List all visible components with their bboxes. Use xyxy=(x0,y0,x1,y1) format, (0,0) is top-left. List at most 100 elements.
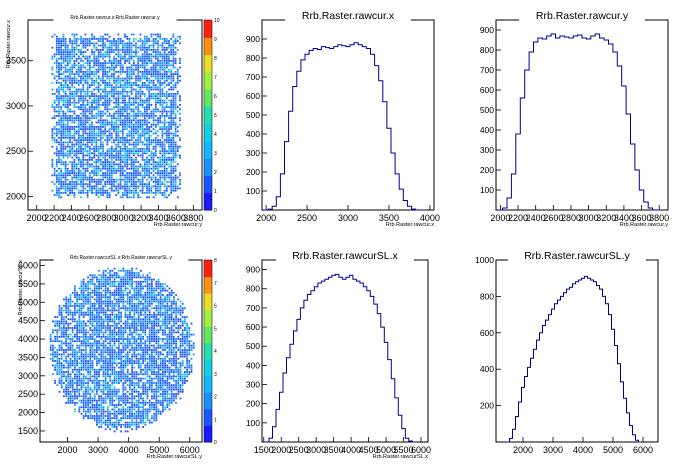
chart-1-cell xyxy=(126,42,129,45)
chart-1-cell xyxy=(80,95,82,97)
chart-1-cell xyxy=(93,62,96,64)
chart-4-cell xyxy=(107,342,109,345)
chart-1-cell xyxy=(71,97,74,100)
chart-4-cell xyxy=(96,331,98,334)
chart-1-cell xyxy=(113,108,115,111)
chart-4-cell xyxy=(124,329,127,332)
chart-4-cell xyxy=(98,324,100,327)
chart-1-cell xyxy=(119,141,122,144)
chart-1-cell xyxy=(146,86,148,89)
chart-1-cell xyxy=(130,42,133,45)
chart-1-cell xyxy=(106,141,109,144)
chart-1-cell xyxy=(126,176,129,179)
chart-4-cell xyxy=(85,283,87,285)
chart-4-cell xyxy=(164,338,166,340)
chart-1-cell xyxy=(148,77,151,80)
chart-1-cell xyxy=(143,68,146,71)
chart-1-cell xyxy=(137,51,140,53)
chart-4-cell xyxy=(153,349,155,351)
chart-4-cell xyxy=(118,316,120,318)
chart-1-cell xyxy=(124,183,126,185)
chart-4-cell xyxy=(162,289,164,292)
chart-4-cell xyxy=(91,324,94,327)
chart-1-cell xyxy=(64,79,67,82)
chart-4-cell xyxy=(100,305,103,307)
chart-4-cell xyxy=(82,340,85,343)
chart-1-cell xyxy=(174,66,177,69)
chart-4-cell xyxy=(137,283,140,285)
chart-4-cell xyxy=(166,309,169,312)
chart-4-cell xyxy=(71,331,74,334)
chart-1-colorbar-seg xyxy=(204,192,212,211)
chart-4-cell xyxy=(87,338,89,340)
chart-4-cell xyxy=(164,300,166,303)
chart-1-cell xyxy=(159,55,162,58)
chart-4-cell xyxy=(109,300,111,303)
chart-1-cell xyxy=(73,126,76,128)
chart-1-cell xyxy=(121,68,124,71)
chart-4-cell xyxy=(166,311,169,314)
chart-1-cell xyxy=(75,178,78,181)
chart-1-cell xyxy=(88,110,91,113)
chart-1-cell xyxy=(119,106,122,108)
chart-4-cell xyxy=(69,298,72,301)
chart-4-cell xyxy=(78,302,81,305)
chart-1-cell xyxy=(62,60,65,62)
chart-4-cell xyxy=(85,285,87,288)
chart-1-cell xyxy=(106,152,109,155)
chart-1-cell xyxy=(75,71,78,73)
chart-1-cell xyxy=(84,176,87,179)
chart-4-cell xyxy=(107,278,109,281)
chart-1-cell xyxy=(154,97,157,100)
chart-4-cell xyxy=(155,324,158,327)
chart-1-cell xyxy=(82,156,85,159)
chart-1-cell xyxy=(88,141,91,144)
chart-1-cell xyxy=(132,97,135,100)
chart-4-cell xyxy=(162,331,164,334)
chart-1-cell xyxy=(174,40,177,42)
chart-1-cell xyxy=(163,55,166,58)
chart-1-cell xyxy=(53,53,56,56)
chart-1-cell xyxy=(141,66,144,69)
chart-1-cell xyxy=(154,130,157,133)
chart-1-cell xyxy=(95,143,98,146)
chart-4-cell xyxy=(74,311,76,314)
chart-1-cell xyxy=(163,75,166,78)
chart-1-cell xyxy=(143,51,146,53)
chart-4-cell xyxy=(78,307,81,310)
chart-1-cell xyxy=(165,172,168,174)
chart-1-cell xyxy=(113,75,115,78)
chart-4-cell xyxy=(159,324,162,327)
chart-4-cell xyxy=(148,289,151,292)
chart-1-cell xyxy=(163,115,166,117)
chart-1-cell xyxy=(82,55,85,58)
chart-1-cell xyxy=(143,71,146,73)
chart-1-cell xyxy=(64,174,67,177)
chart-1-cell xyxy=(141,121,144,124)
chart-1-cell xyxy=(152,154,155,157)
chart-1-cell xyxy=(165,57,168,60)
chart-1-cell xyxy=(110,99,113,102)
chart-4-cell xyxy=(104,331,107,334)
chart-1-cell xyxy=(51,165,54,168)
chart-1-cell xyxy=(69,97,71,100)
chart-1-cell xyxy=(130,172,133,174)
chart-1-cell xyxy=(132,150,135,152)
chart-1-cell xyxy=(124,176,126,179)
chart-1-cell xyxy=(99,66,102,69)
chart-1-cell xyxy=(99,137,102,139)
chart-1-cell xyxy=(117,42,120,45)
chart-1-cell xyxy=(60,132,63,135)
chart-1-cell xyxy=(95,141,98,144)
chart-4-cell xyxy=(135,324,138,327)
chart-1-cell xyxy=(80,183,82,185)
chart-1-cell xyxy=(137,104,140,106)
chart-1-cell xyxy=(82,163,85,166)
chart-1-cell xyxy=(104,95,107,97)
chart-1-cell xyxy=(82,187,85,190)
chart-4-cell xyxy=(144,320,147,323)
chart-1-cell xyxy=(139,121,142,124)
chart-1-cell xyxy=(126,121,129,124)
chart-1-cell xyxy=(126,167,129,170)
chart-1-cell xyxy=(161,95,164,97)
